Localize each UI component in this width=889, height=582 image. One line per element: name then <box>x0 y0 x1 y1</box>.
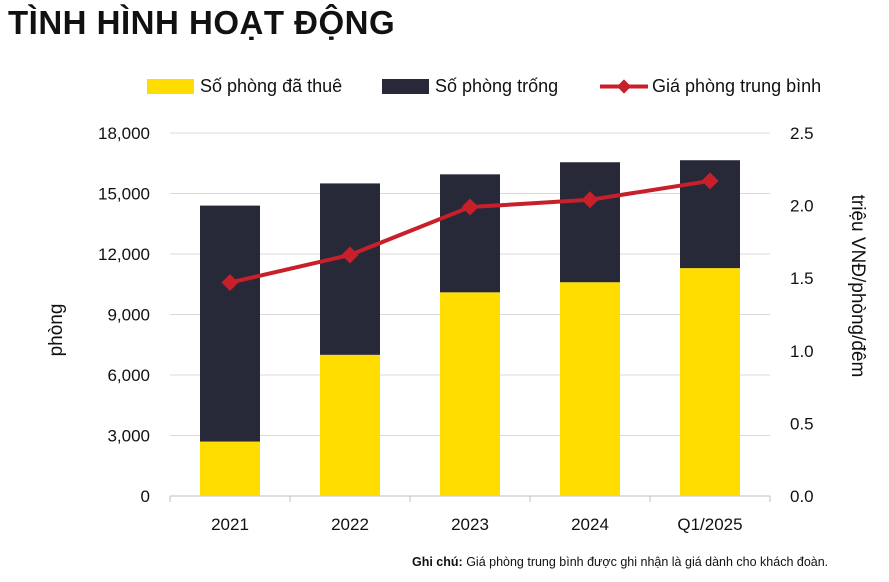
y-tick-label: 0 <box>141 487 150 506</box>
note-label: Ghi chú: <box>412 555 463 569</box>
y-tick-label: 9,000 <box>107 306 150 325</box>
legend-item-occupied: Số phòng đã thuê <box>147 72 342 100</box>
x-tick-label: 2021 <box>211 515 249 534</box>
bar-vacant <box>320 183 380 355</box>
y2-tick-label: 1.0 <box>790 342 814 361</box>
y-axis-title: phòng <box>46 304 67 357</box>
y-tick-label: 12,000 <box>98 245 150 264</box>
legend-item-price: Giá phòng trung bình <box>600 72 821 100</box>
y2-tick-label: 2.5 <box>790 124 814 143</box>
y-tick-label: 6,000 <box>107 366 150 385</box>
bar-vacant <box>440 174 500 293</box>
price-point <box>341 246 359 264</box>
bar-occupied <box>560 282 620 496</box>
x-tick-label: 2022 <box>331 515 369 534</box>
legend-label-price: Giá phòng trung bình <box>652 75 822 96</box>
legend-label-vacant: Số phòng trống <box>435 75 559 96</box>
price-point <box>461 198 479 216</box>
x-tick-label: 2024 <box>571 515 609 534</box>
y2-tick-label: 0.0 <box>790 487 814 506</box>
x-tick-label: 2023 <box>451 515 489 534</box>
legend-swatch-occupied <box>147 78 194 94</box>
bar-vacant <box>200 205 260 442</box>
price-point <box>701 172 719 190</box>
bar-occupied <box>440 292 500 496</box>
y-tick-label: 15,000 <box>98 185 150 204</box>
legend-swatch-vacant <box>382 78 429 94</box>
legend-item-vacant: Số phòng trống <box>382 72 558 100</box>
y2-tick-label: 2.0 <box>790 197 814 216</box>
y2-tick-label: 1.5 <box>790 269 814 288</box>
legend-swatch-price <box>600 78 648 94</box>
bar-occupied <box>680 268 740 496</box>
price-point <box>221 274 239 292</box>
y-tick-label: 18,000 <box>98 124 150 143</box>
page-title: TÌNH HÌNH HOẠT ĐỘNG <box>8 4 396 41</box>
chart-legend: Số phòng đã thuê Số phòng trống Giá phòn… <box>0 72 889 100</box>
y-tick-label: 3,000 <box>107 427 150 446</box>
bar-occupied <box>200 441 260 496</box>
chart-note: Ghi chú: Giá phòng trung bình được ghi n… <box>412 555 828 569</box>
x-tick-label: Q1/2025 <box>677 515 742 534</box>
y2-axis-title: triệu VNĐ/phòng/đêm <box>847 195 868 378</box>
note-text: Giá phòng trung bình được ghi nhận là gi… <box>466 555 829 569</box>
legend-label-occupied: Số phòng đã thuê <box>200 75 343 96</box>
bar-vacant <box>560 162 620 283</box>
y2-tick-label: 0.5 <box>790 414 814 433</box>
price-point <box>581 191 599 209</box>
bar-occupied <box>320 354 380 496</box>
